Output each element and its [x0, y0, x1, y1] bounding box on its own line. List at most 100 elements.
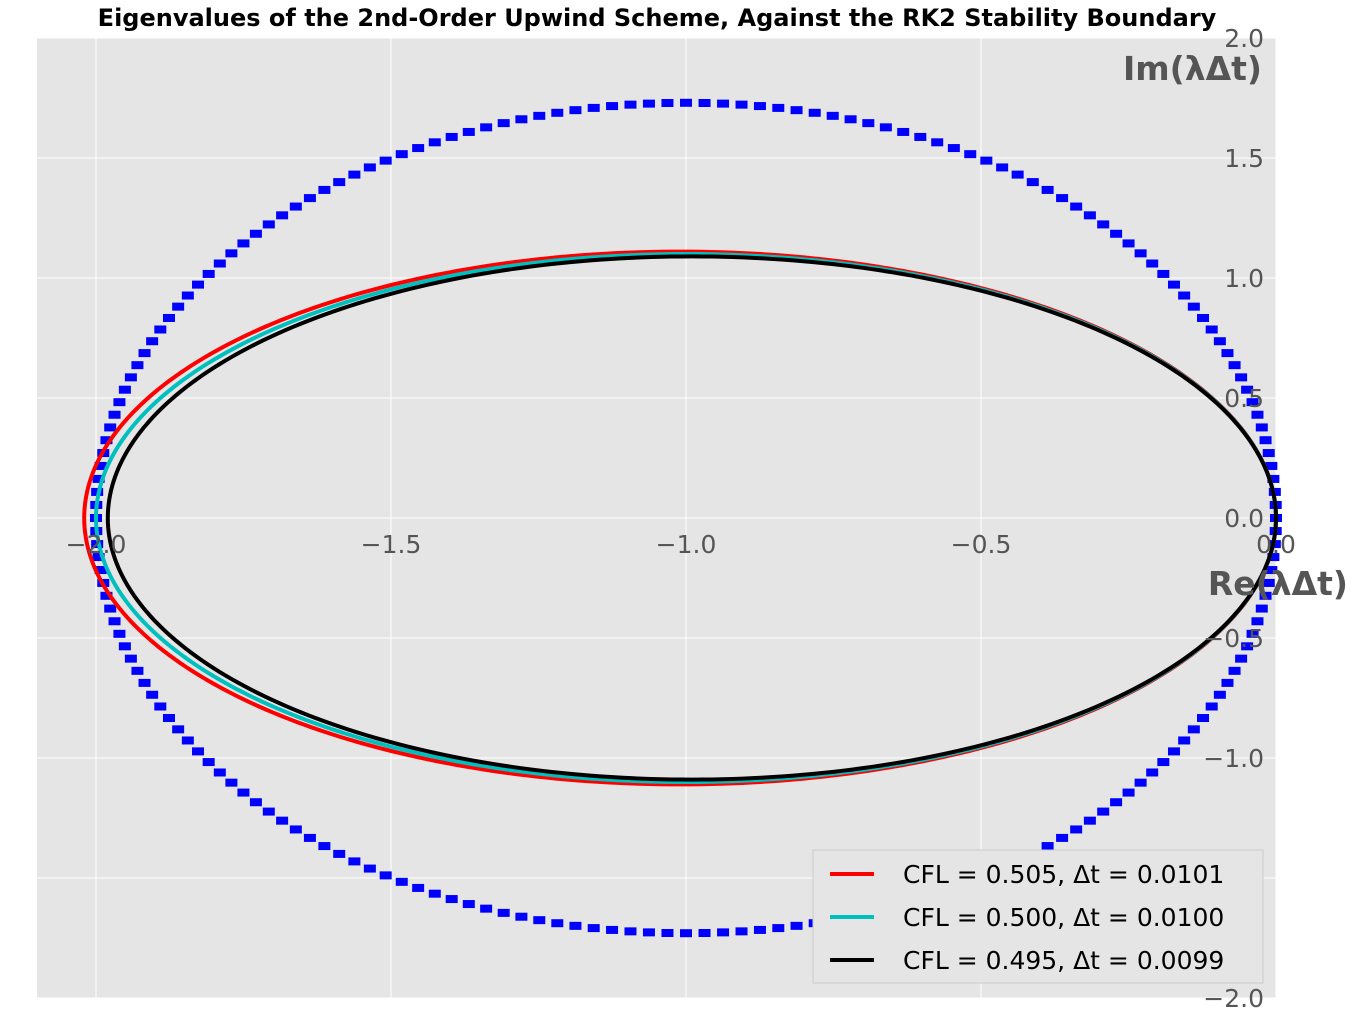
eigenvalue-marker: [1056, 833, 1069, 842]
eigenvalue-marker: [1134, 249, 1147, 258]
eigenvalue-marker: [348, 170, 361, 179]
eigenvalue-marker: [1070, 202, 1083, 211]
eigenvalue-marker: [790, 921, 803, 930]
eigenvalue-marker: [1083, 816, 1096, 825]
eigenvalue-marker: [1122, 239, 1135, 248]
eigenvalue-marker: [826, 111, 839, 120]
eigenvalue-marker: [551, 919, 564, 928]
eigenvalue-marker: [118, 385, 131, 394]
eigenvalue-marker: [1167, 280, 1180, 289]
eigenvalue-marker: [1187, 302, 1200, 311]
eigenvalue-marker: [318, 842, 331, 851]
y-tick-label: 0.0: [1224, 504, 1264, 533]
eigenvalue-marker: [680, 929, 692, 938]
eigenvalue-marker: [1026, 178, 1039, 187]
eigenvalue-marker: [1213, 690, 1226, 699]
eigenvalue-marker: [289, 825, 302, 834]
eigenvalue-marker: [124, 373, 137, 382]
eigenvalue-marker: [104, 423, 117, 432]
y-tick-label: −1.0: [1203, 744, 1264, 773]
eigenvalue-marker: [1041, 842, 1054, 851]
eigenvalue-marker: [1011, 170, 1024, 179]
eigenvalue-marker: [249, 798, 262, 807]
eigenvalue-marker: [412, 144, 425, 153]
eigenvalue-marker: [108, 410, 121, 419]
eigenvalue-marker: [348, 857, 361, 866]
eigenvalue-marker: [462, 127, 475, 136]
eigenvalue-marker: [303, 194, 316, 203]
eigenvalue-marker: [964, 150, 977, 159]
eigenvalue-marker: [897, 127, 910, 136]
eigenvalue-marker: [1255, 423, 1268, 432]
eigenvalue-marker: [661, 99, 674, 108]
eigenvalue-marker: [1146, 768, 1159, 777]
eigenvalue-marker: [118, 642, 131, 651]
eigenvalue-marker: [1228, 666, 1241, 675]
eigenvalue-marker: [124, 654, 137, 663]
eigenvalue-marker: [844, 115, 857, 124]
eigenvalue-marker: [192, 280, 205, 289]
eigenvalue-marker: [717, 99, 730, 108]
eigenvalue-marker: [1205, 702, 1218, 711]
eigenvalue-marker: [1221, 349, 1234, 358]
eigenvalue-marker: [146, 690, 159, 699]
eigenvalue-marker: [642, 99, 655, 108]
eigenvalue-marker: [698, 99, 711, 108]
eigenvalue-marker: [100, 436, 113, 445]
eigenvalue-marker: [379, 156, 392, 165]
eigenvalue-marker: [980, 156, 993, 165]
eigenvalue-marker: [202, 269, 215, 278]
eigenvalue-marker: [879, 123, 892, 132]
eigenvalue-marker: [138, 349, 151, 358]
eigenvalue-marker: [318, 185, 331, 194]
eigenvalue-marker: [790, 106, 803, 115]
eigenvalue-marker: [624, 100, 637, 109]
eigenvalue-marker: [515, 115, 528, 124]
eigenvalue-marker: [772, 103, 785, 112]
eigenvalue-marker: [735, 927, 748, 936]
eigenvalue-marker: [445, 132, 458, 141]
eigenvalue-marker: [262, 220, 275, 229]
x-axis-label: Re(λΔt): [1208, 564, 1348, 603]
eigenvalue-marker: [551, 108, 564, 117]
eigenvalue-marker: [237, 239, 250, 248]
eigenvalue-marker: [1265, 461, 1278, 470]
eigenvalue-marker: [428, 889, 441, 898]
eigenvalue-marker: [154, 702, 167, 711]
eigenvalue-marker: [428, 138, 441, 147]
eigenvalue-marker: [1178, 291, 1191, 300]
eigenvalue-marker: [515, 912, 528, 921]
eigenvalue-marker: [1251, 617, 1264, 626]
eigenvalue-marker: [412, 883, 425, 892]
legend-box: [812, 849, 1264, 984]
legend-label: CFL = 0.500, Δt = 0.0100: [903, 903, 1224, 932]
eigenvalue-marker: [1157, 269, 1170, 278]
eigenvalue-marker: [1110, 229, 1123, 238]
eigenvalue-marker: [1246, 629, 1259, 638]
y-axis-label: Im(λΔt): [1123, 49, 1262, 88]
eigenvalue-marker: [1178, 736, 1191, 745]
eigenvalue-marker: [1241, 642, 1254, 651]
eigenvalue-marker: [1251, 410, 1264, 419]
eigenvalue-marker: [680, 98, 692, 107]
eigenvalue-marker: [1134, 778, 1147, 787]
eigenvalue-marker: [1228, 361, 1241, 370]
eigenvalue-marker: [717, 928, 730, 937]
eigenvalue-marker: [606, 102, 619, 111]
eigenvalue-marker: [1097, 807, 1110, 816]
eigenvalue-marker: [276, 211, 289, 220]
eigenvalue-marker: [569, 106, 582, 115]
eigenvalue-marker: [606, 925, 619, 934]
eigenvalue-marker: [213, 259, 226, 268]
eigenvalue-marker: [395, 877, 408, 886]
eigenvalue-marker: [131, 361, 144, 370]
eigenvalue-marker: [162, 714, 175, 723]
eigenvalue-marker: [94, 566, 107, 575]
eigenvalue-marker: [587, 924, 600, 933]
eigenvalue-marker: [395, 150, 408, 159]
x-tick-label: −0.5: [951, 530, 1012, 559]
x-tick-label: −1.5: [361, 530, 422, 559]
eigenvalue-marker: [462, 900, 475, 909]
eigenvalue-marker: [1235, 373, 1248, 382]
eigenvalue-marker: [1235, 654, 1248, 663]
